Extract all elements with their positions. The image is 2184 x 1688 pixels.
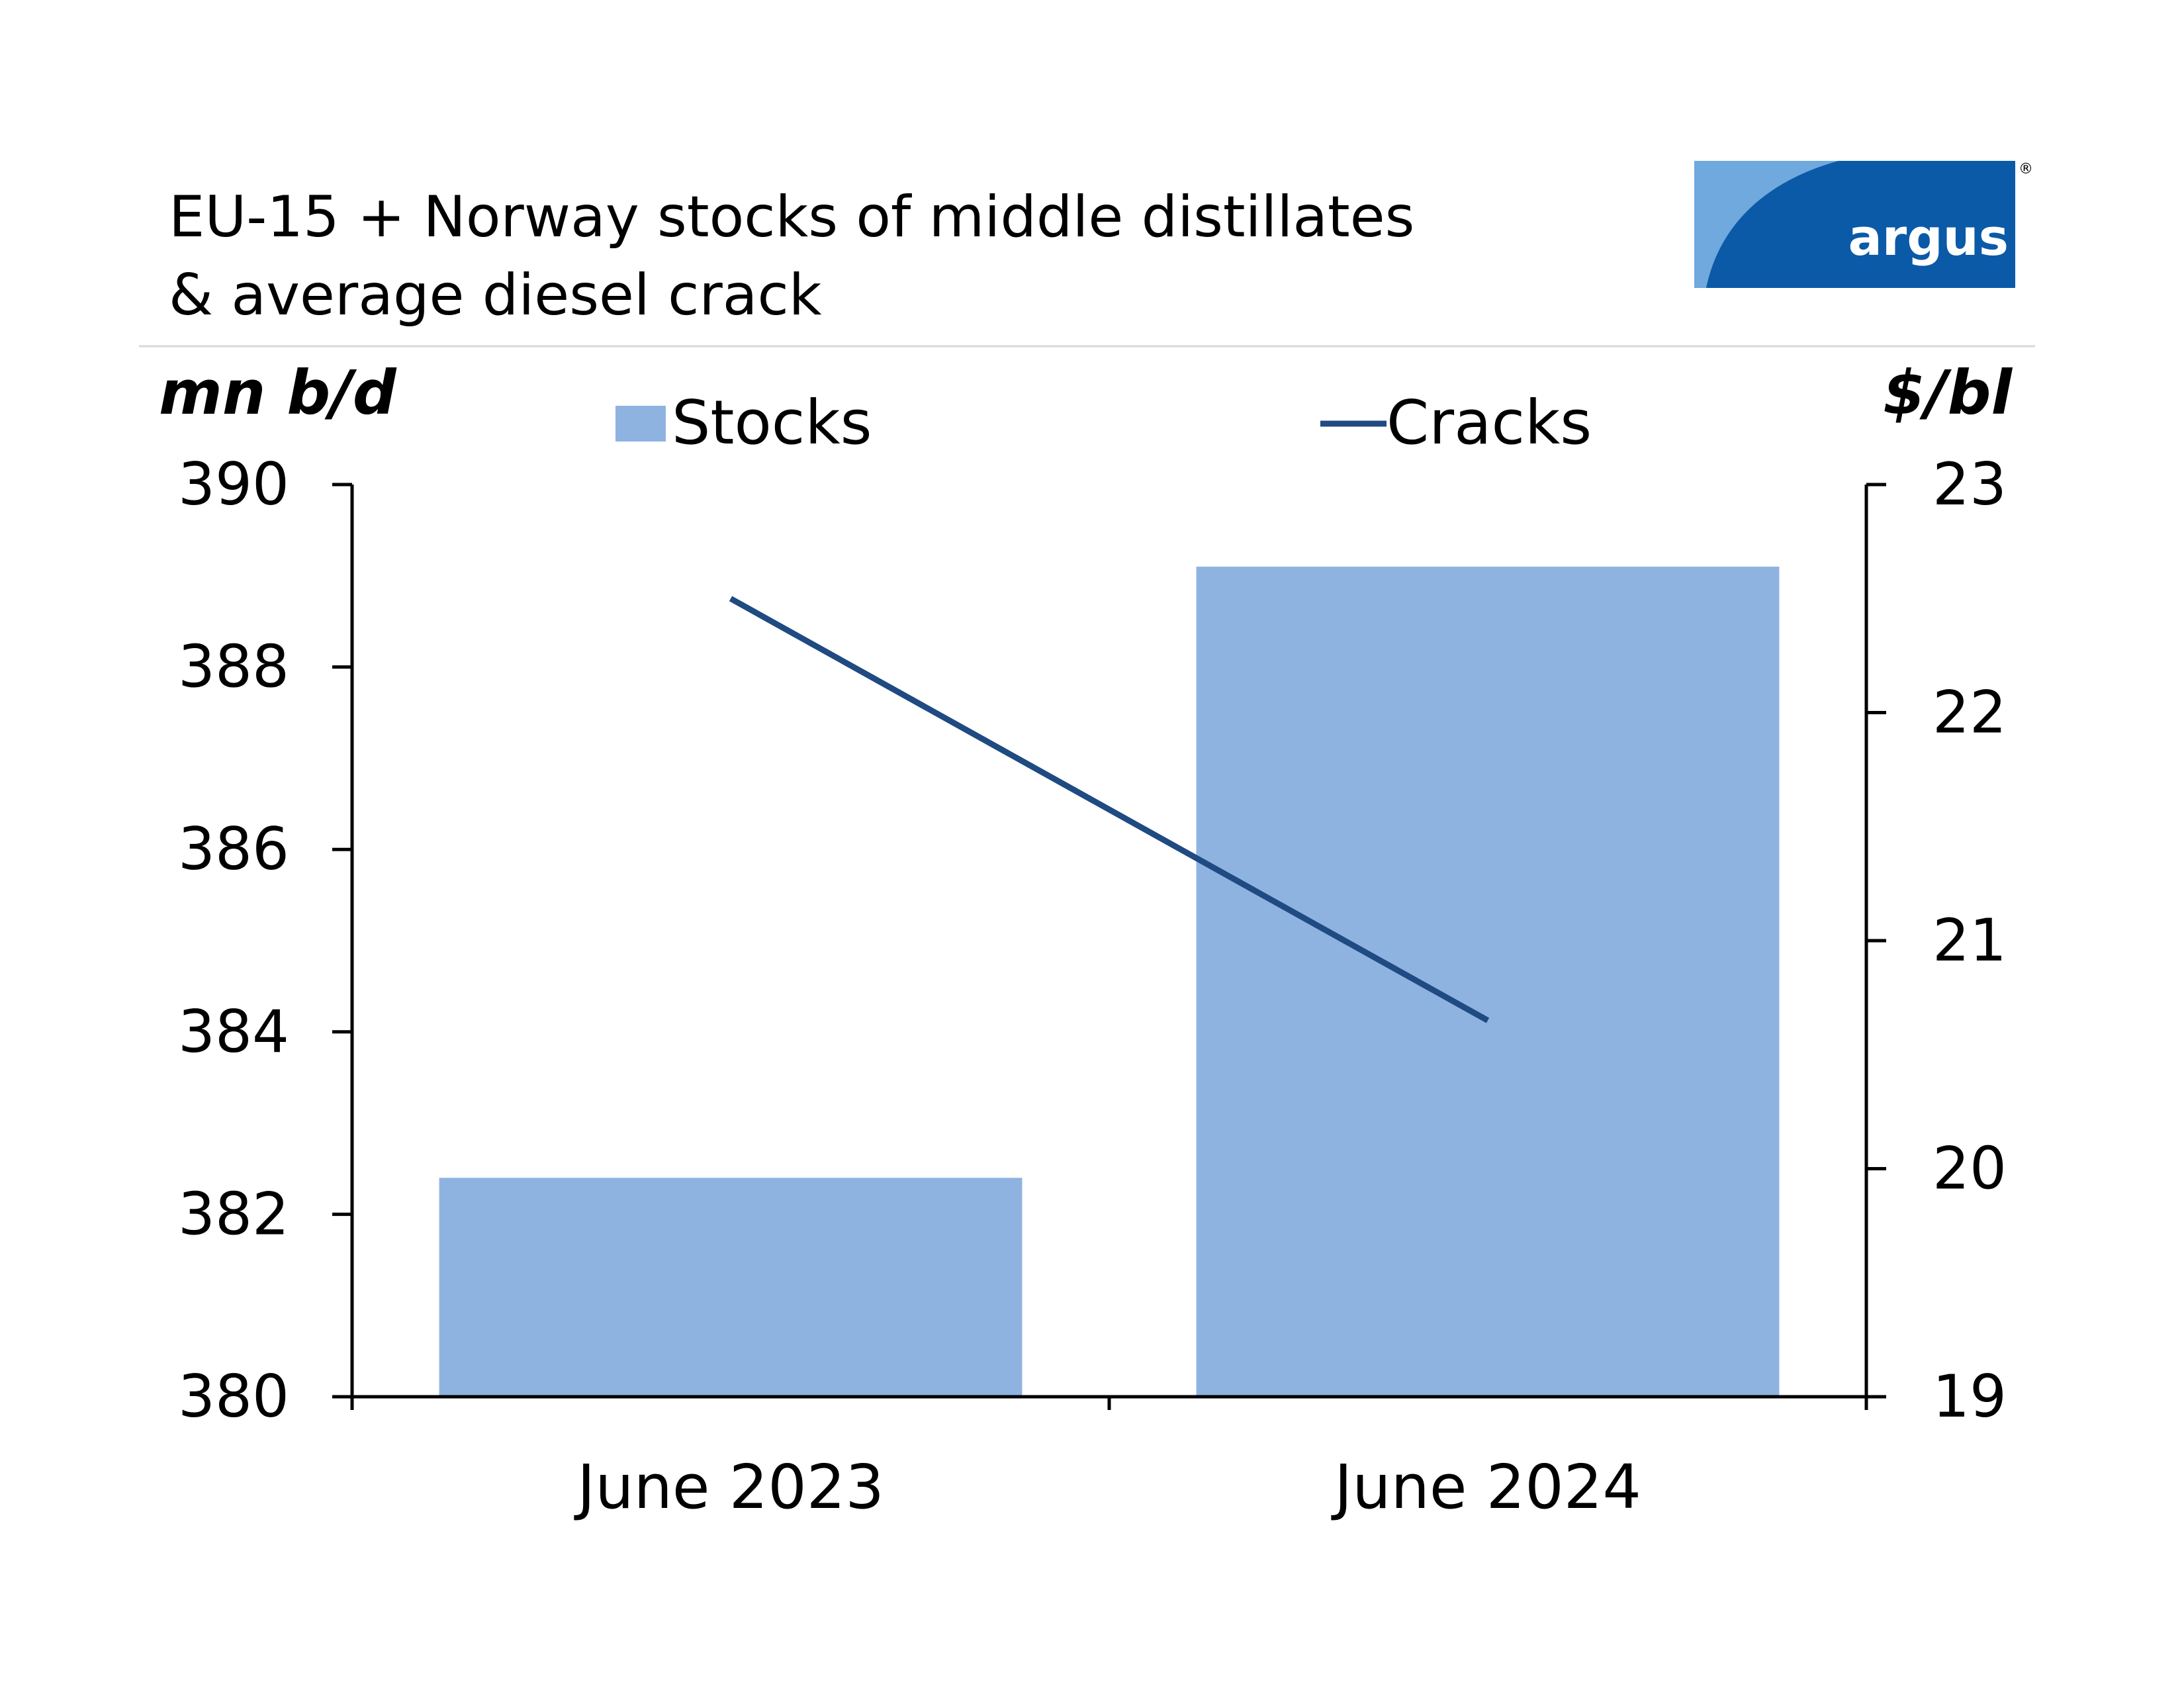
left-axis-unit-label: mn b/d (159, 357, 397, 428)
line-cracks (729, 596, 1490, 1023)
x-axis-label-0: June 2023 (574, 1452, 884, 1523)
bar-stocks-1 (1196, 567, 1780, 1397)
legend: Stocks Cracks (615, 387, 1592, 458)
right-axis-tick-label-3: 22 (1933, 679, 2007, 747)
left-axis-tick-label-4: 388 (178, 633, 289, 701)
left-axis-tick-label-1: 382 (178, 1180, 289, 1248)
left-axis-tick-label-2: 384 (178, 998, 289, 1066)
left-axis-tick-label-5: 390 (178, 450, 289, 518)
left-axis-tick-label-3: 386 (178, 815, 289, 883)
argus-logo: argus ® (1694, 161, 2033, 288)
line-layer (729, 596, 1490, 1023)
legend-stocks-label: Stocks (672, 387, 872, 458)
left-axis-tick-label-0: 380 (178, 1362, 289, 1430)
argus-registered-mark: ® (2019, 161, 2033, 177)
right-axis-tick-label-2: 21 (1933, 906, 2007, 974)
legend-cracks-label: Cracks (1387, 387, 1592, 458)
bar-stocks-0 (439, 1178, 1023, 1397)
chart-title-line-1: EU-15 + Norway stocks of middle distilla… (169, 184, 1414, 250)
right-axis-unit-label: $/bl (1883, 357, 2013, 428)
right-axis-tick-label-0: 19 (1933, 1362, 2007, 1430)
x-axis-label-1: June 2024 (1331, 1452, 1641, 1523)
bars-layer (439, 567, 1780, 1397)
argus-logo-text: argus (1848, 208, 2009, 267)
right-axis-tick-label-1: 20 (1933, 1135, 2007, 1203)
argus-logo-swoosh (1694, 161, 1839, 288)
axes-layer: 380 382 384 386 388 390 19 20 21 22 23 June 2023 Jun… (178, 450, 2007, 1523)
right-axis-tick-label-4: 23 (1933, 450, 2007, 518)
chart-title-line-2: & average diesel crack (169, 262, 822, 328)
legend-stocks-swatch (615, 406, 666, 442)
